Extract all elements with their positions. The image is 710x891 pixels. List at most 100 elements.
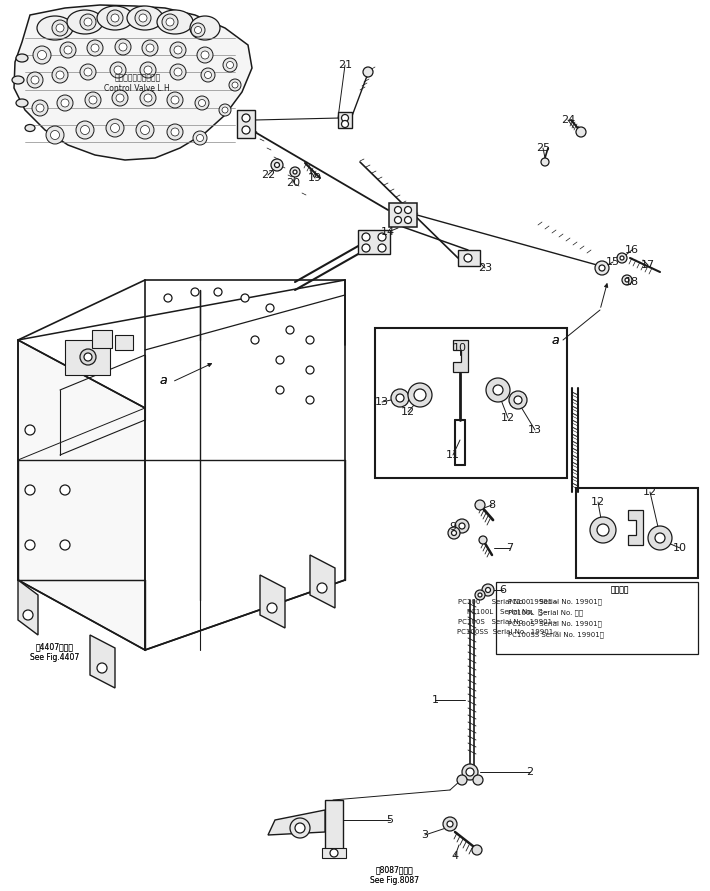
Bar [325,800,343,850]
Bar [65,340,110,375]
Text: 3: 3 [422,830,429,840]
Text: 適用番号: 適用番号 [611,585,629,594]
Circle shape [648,526,672,550]
Circle shape [414,389,426,401]
Text: 15: 15 [606,257,620,267]
Text: PC100L   Serial No.  ・∼: PC100L Serial No. ・∼ [467,609,549,616]
Circle shape [408,383,432,407]
Circle shape [171,128,179,136]
Circle shape [342,115,349,121]
Text: 24: 24 [561,115,575,125]
Circle shape [295,823,305,833]
Circle shape [142,40,158,56]
Text: 14: 14 [381,227,395,237]
Circle shape [452,530,457,535]
Circle shape [27,72,43,88]
Polygon shape [260,575,285,628]
Text: 6: 6 [500,585,506,595]
Circle shape [112,90,128,106]
Text: 4: 4 [452,851,459,861]
Circle shape [87,40,103,56]
Circle shape [482,584,494,596]
Polygon shape [18,580,38,635]
Text: 11: 11 [446,450,460,460]
Circle shape [197,47,213,63]
Bar [115,335,133,350]
Text: コントロールバルブ左: コントロールバルブ左 [115,73,161,83]
Text: 19: 19 [308,173,322,183]
Bar [92,330,112,348]
Circle shape [56,24,64,32]
Text: a: a [551,333,559,347]
Text: PC100S  Serial No. 19901～: PC100S Serial No. 19901～ [508,621,602,627]
Circle shape [242,114,250,122]
Circle shape [46,126,64,144]
Circle shape [31,76,39,84]
Circle shape [229,79,241,91]
Circle shape [378,244,386,252]
Text: a: a [159,373,167,387]
Circle shape [219,104,231,116]
Ellipse shape [157,10,193,34]
Text: 21: 21 [338,60,352,70]
Circle shape [290,818,310,838]
Text: PC100L  Serial No. ・～: PC100L Serial No. ・～ [508,609,583,617]
Polygon shape [90,635,115,688]
Circle shape [56,71,64,79]
Circle shape [50,130,60,140]
Circle shape [60,540,70,550]
Circle shape [214,288,222,296]
Text: 5: 5 [386,815,393,825]
Circle shape [195,96,209,110]
Text: 9: 9 [449,522,457,532]
Circle shape [590,517,616,543]
Polygon shape [268,810,325,835]
Text: 12: 12 [643,487,657,497]
Circle shape [141,126,150,135]
Circle shape [174,46,182,54]
Circle shape [276,356,284,364]
Circle shape [405,207,412,214]
Circle shape [201,68,215,82]
Circle shape [378,233,386,241]
Text: 12: 12 [591,497,605,507]
Circle shape [473,775,483,785]
Text: 22: 22 [261,170,275,180]
Circle shape [60,42,76,58]
Text: a: a [551,333,559,347]
Ellipse shape [127,6,163,30]
Circle shape [362,244,370,252]
Circle shape [599,265,605,271]
Circle shape [466,768,474,776]
Circle shape [80,126,89,135]
Ellipse shape [16,54,28,62]
Text: 12: 12 [501,413,515,423]
Circle shape [443,817,457,831]
Circle shape [106,119,124,137]
Text: 20: 20 [286,178,300,188]
Circle shape [395,217,401,224]
Circle shape [276,386,284,394]
Text: See Fig.4407: See Fig.4407 [31,652,80,661]
Circle shape [251,336,259,344]
Circle shape [91,44,99,52]
Circle shape [167,92,183,108]
Circle shape [107,10,123,26]
Circle shape [76,121,94,139]
Bar [576,488,698,578]
Circle shape [462,764,478,780]
Circle shape [622,275,632,285]
Circle shape [617,253,627,263]
Circle shape [493,385,503,395]
Text: PC100SS Serial No. 19901～: PC100SS Serial No. 19901～ [508,632,604,638]
Circle shape [114,66,122,74]
Circle shape [317,583,327,593]
Bar [496,582,698,654]
Circle shape [275,162,280,168]
Circle shape [455,519,469,533]
Circle shape [509,391,527,409]
Circle shape [271,159,283,171]
Circle shape [136,121,154,139]
Circle shape [135,10,151,26]
Ellipse shape [12,76,24,84]
